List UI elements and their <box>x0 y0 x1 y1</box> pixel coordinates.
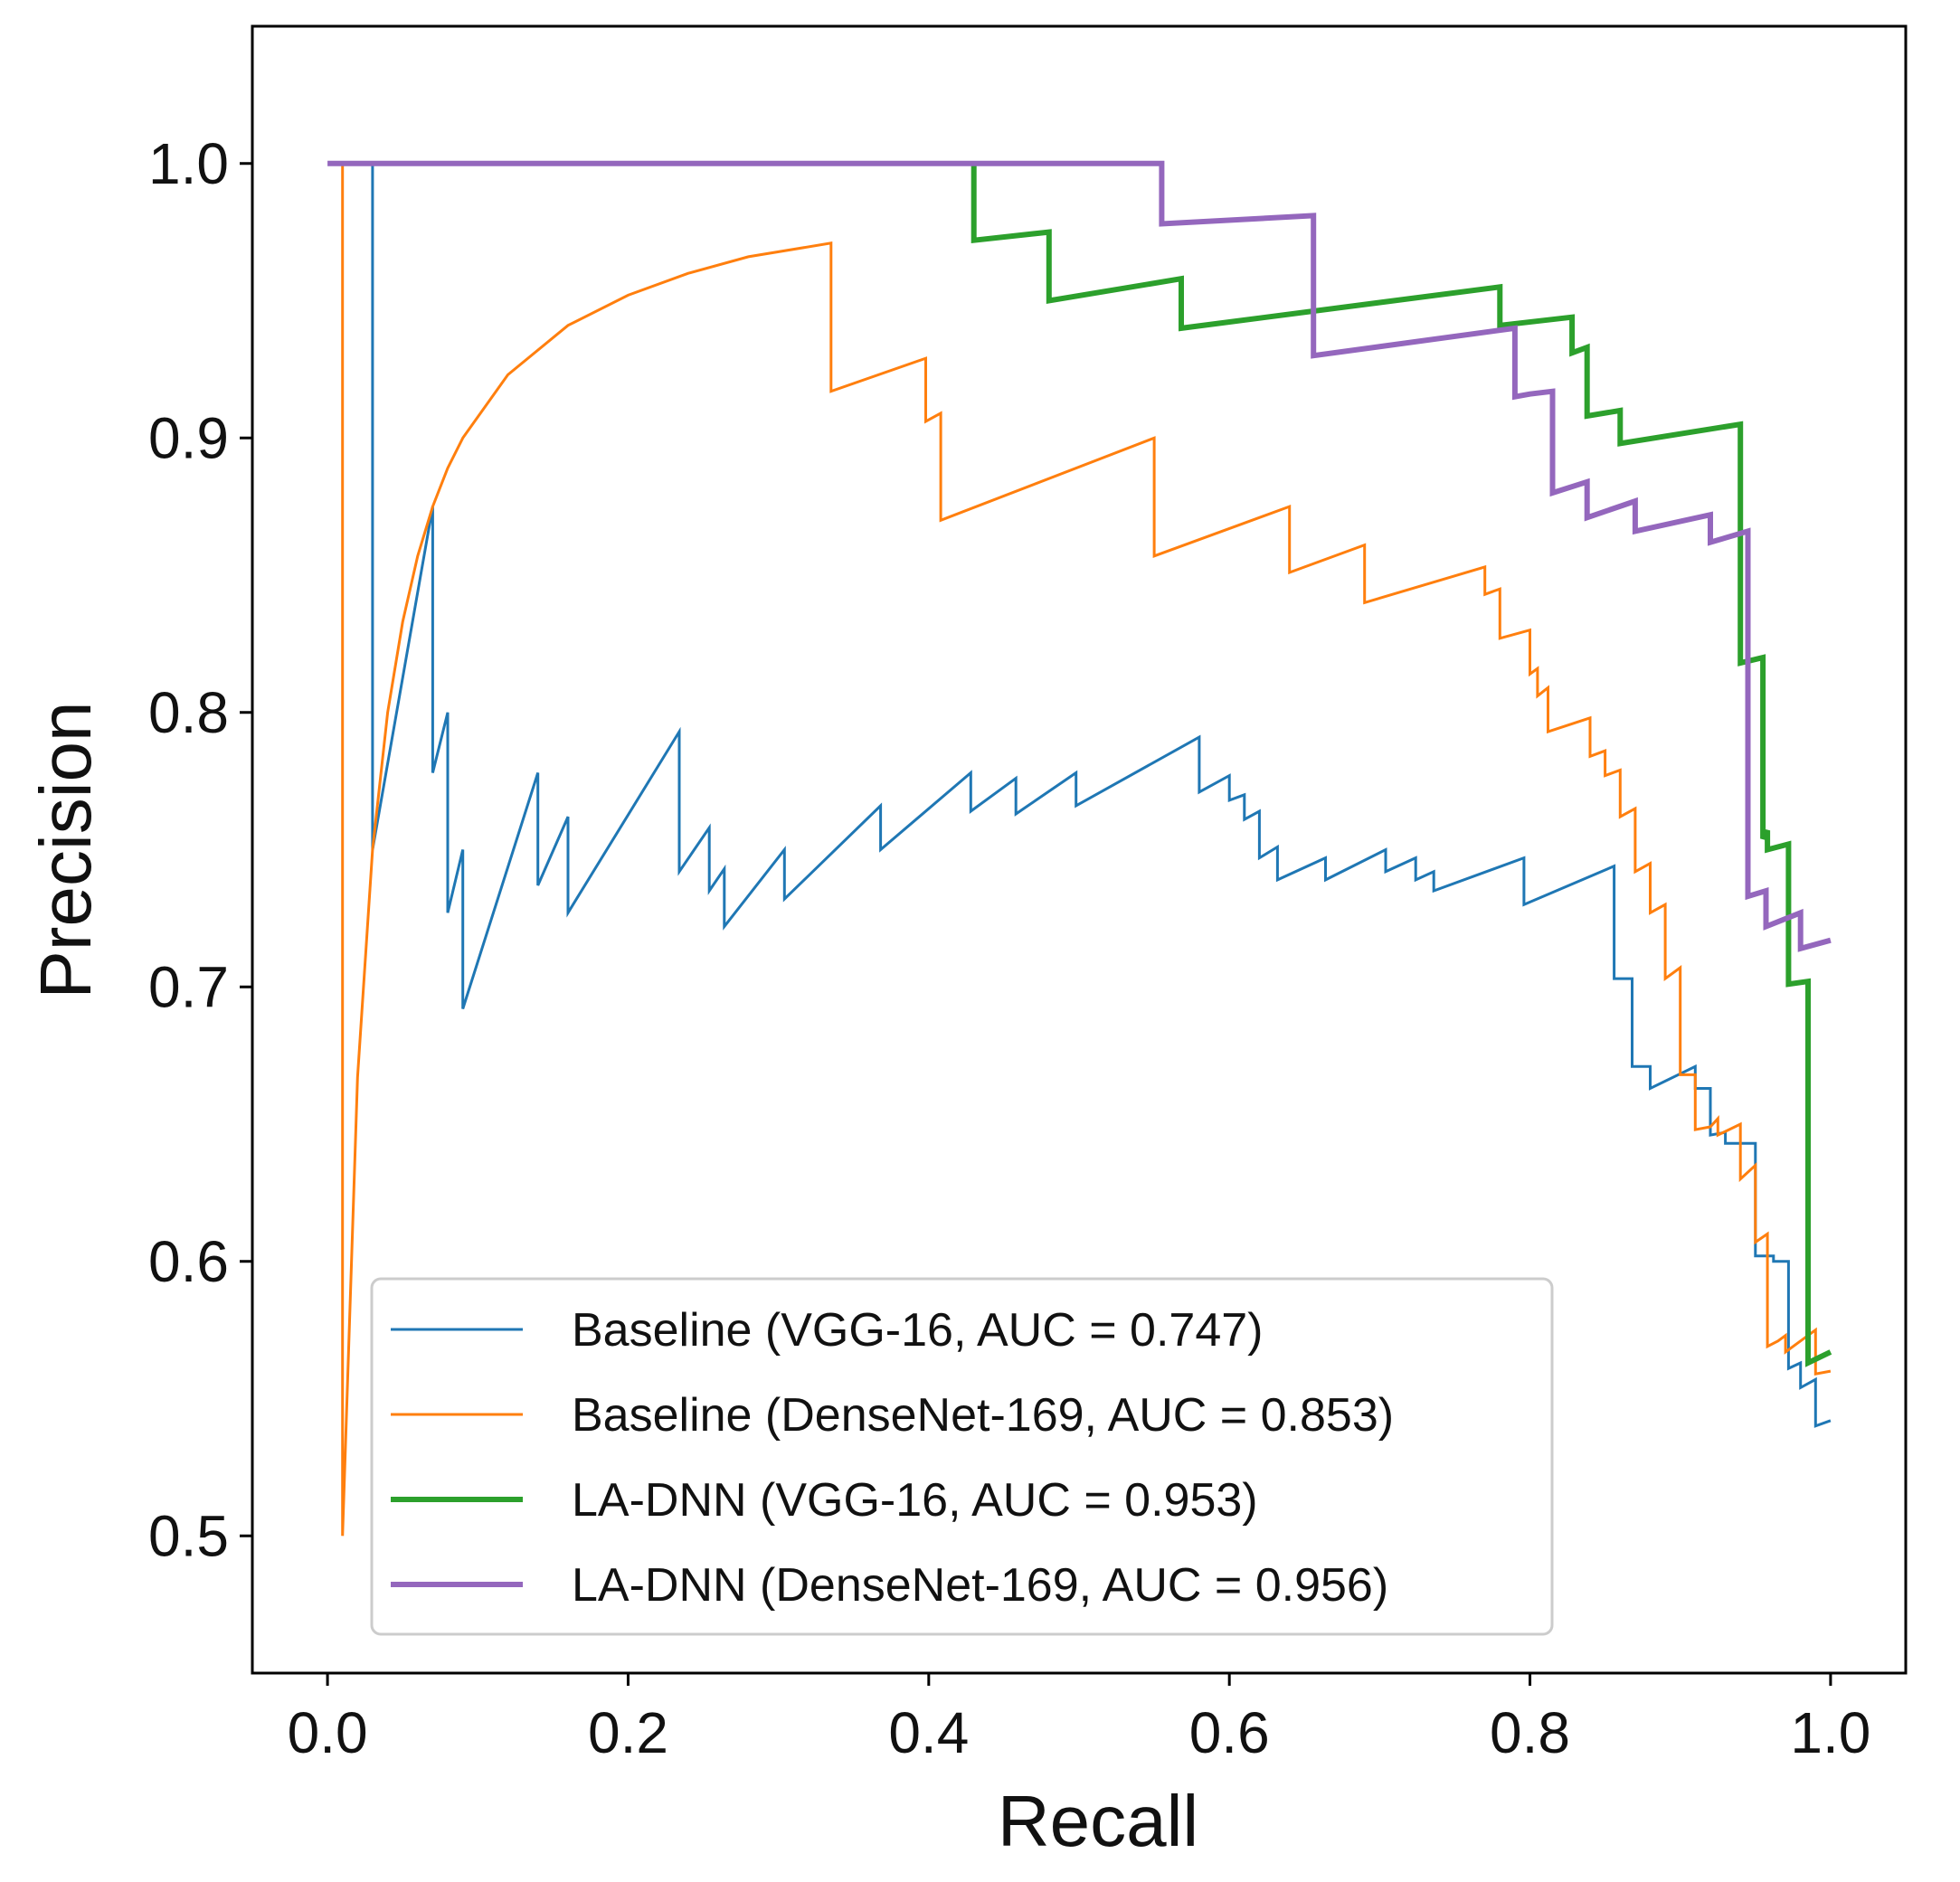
x-tick-label: 1.0 <box>1790 1700 1870 1765</box>
x-axis-ticks: 0.0 0.2 0.4 0.6 0.8 1.0 <box>288 1673 1870 1765</box>
y-tick-label: 0.8 <box>148 680 229 745</box>
x-tick-label: 0.0 <box>288 1700 368 1765</box>
y-tick-label: 0.7 <box>148 954 229 1019</box>
plot-frame <box>251 24 1908 1675</box>
y-tick-label: 0.6 <box>148 1229 229 1294</box>
legend-entries: Baseline (VGG-16, AUC = 0.747) Baseline (… <box>391 1304 1394 1612</box>
series-line-la-dnn-vgg-16-auc-0-953 <box>971 163 1832 1367</box>
x-tick-label: 0.8 <box>1490 1700 1570 1765</box>
legend-label-baseline-vgg-16-auc-0-747: Baseline (VGG-16, AUC = 0.747) <box>572 1304 1264 1357</box>
y-tick-label: 0.5 <box>148 1503 229 1568</box>
y-axis-ticks: 0.5 0.6 0.7 0.8 0.9 1.0 <box>148 131 252 1568</box>
legend-label-baseline-densenet-169-auc-0-853: Baseline (DenseNet-169, AUC = 0.853) <box>572 1389 1394 1442</box>
x-axis-label: Recall <box>998 1781 1198 1861</box>
x-tick-label: 0.2 <box>588 1700 668 1765</box>
series-line-baseline-densenet-169-auc-0-853 <box>341 163 1832 1537</box>
series-line-la-dnn-densenet-169-auc-0-956 <box>327 160 1832 952</box>
series-layer <box>327 160 1832 1537</box>
x-tick-label: 0.6 <box>1189 1700 1270 1765</box>
y-axis-label: Precision <box>25 701 106 998</box>
legend-label-la-dnn-densenet-169-auc-0-956: LA-DNN (DenseNet-169, AUC = 0.956) <box>572 1559 1388 1612</box>
legend-label-la-dnn-vgg-16-auc-0-953: LA-DNN (VGG-16, AUC = 0.953) <box>572 1474 1258 1527</box>
legend-box <box>370 1277 1554 1636</box>
x-tick-label: 0.4 <box>888 1700 969 1765</box>
y-tick-label: 1.0 <box>148 131 229 196</box>
series-line-baseline-vgg-16-auc-0-747 <box>371 163 1832 1428</box>
y-tick-label: 0.9 <box>148 405 229 470</box>
legend: Baseline (VGG-16, AUC = 0.747) Baseline (… <box>370 1277 1554 1636</box>
